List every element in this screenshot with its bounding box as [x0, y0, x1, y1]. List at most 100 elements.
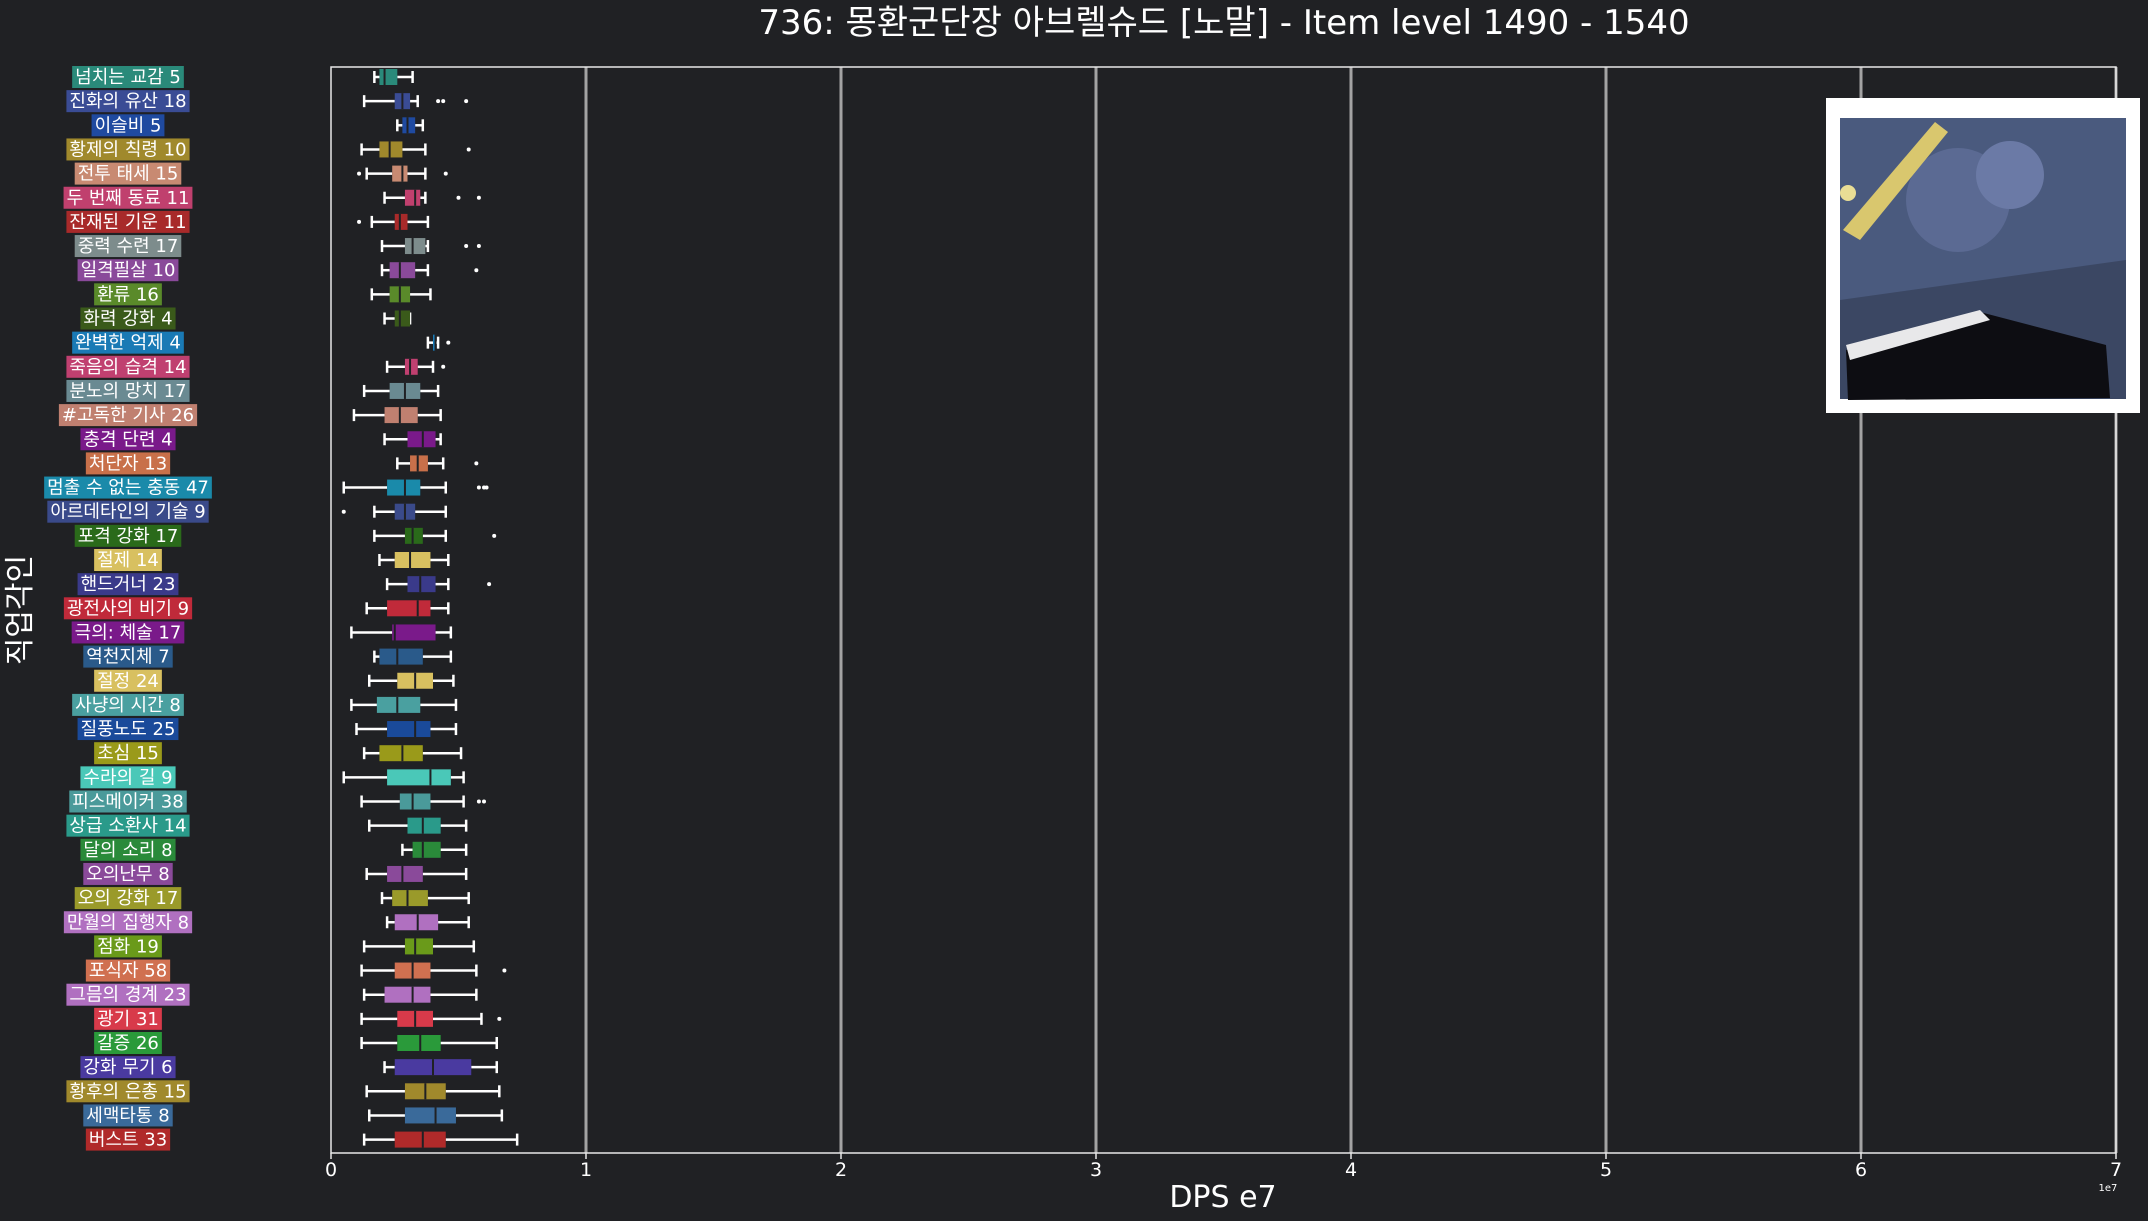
category-label-bg: [83, 862, 173, 885]
box-body: [394, 213, 408, 230]
box-body: [387, 865, 423, 882]
box-item: [360, 1035, 498, 1051]
category-label: 역천지체 7: [86, 647, 169, 668]
box-item: [383, 310, 412, 327]
category-label: 아르데타인의 기술 9: [50, 502, 205, 523]
category-label-bg: [80, 1056, 176, 1079]
category-label-bg: [94, 1007, 162, 1030]
box-body: [404, 238, 426, 255]
box-body: [399, 793, 431, 810]
category-label-bg: [80, 766, 176, 789]
box-body: [392, 890, 428, 907]
box-body: [404, 358, 418, 375]
category-label-bg: [94, 283, 162, 306]
category-label-bg: [72, 66, 184, 88]
box-body: [404, 527, 423, 544]
box-flier: [474, 268, 479, 273]
box-item: [378, 552, 450, 568]
box-flier: [464, 244, 469, 249]
box-flier: [474, 461, 479, 466]
box-item: [385, 576, 492, 593]
box-item: [362, 745, 463, 762]
box-item: [383, 1059, 498, 1076]
x-tick-labels: 0 1 2 3 4 5 6 7: [325, 1153, 2122, 1181]
box-flier: [497, 1016, 502, 1021]
category-label-bg: [66, 379, 190, 402]
box-flier: [443, 171, 448, 176]
box-body: [404, 938, 433, 955]
box-series: [341, 69, 519, 1148]
box-item: [342, 479, 489, 496]
x-tick-label: 3: [1090, 1159, 1102, 1181]
box-flier: [476, 195, 481, 200]
box-body: [387, 721, 431, 738]
category-label: 환류 16: [97, 284, 159, 305]
category-label: 포식자 58: [89, 961, 167, 982]
box-flier: [476, 485, 481, 490]
category-label-bg: [77, 259, 179, 282]
category-label: 그믐의 경계 23: [69, 985, 186, 1006]
x-tick-label: 7: [2110, 1159, 2122, 1181]
category-label: 일격필살 10: [81, 260, 176, 281]
category-label: 달의 소리 8: [83, 840, 172, 861]
x-tick-label: 1: [580, 1159, 592, 1181]
box-body: [394, 552, 431, 568]
box-body: [433, 334, 436, 351]
box-body: [394, 1131, 446, 1148]
box-body: [397, 1035, 441, 1051]
box-item: [362, 382, 440, 399]
category-label-bg: [85, 452, 171, 475]
box-item: [357, 165, 448, 182]
category-label-bg: [66, 983, 190, 1006]
box-flier: [357, 219, 362, 224]
category-label: 오의난무 8: [86, 864, 169, 885]
box-flier: [482, 799, 486, 804]
category-label: 충격 단련 4: [83, 429, 172, 450]
category-label-bg: [94, 1032, 162, 1054]
category-label-bg: [74, 235, 182, 258]
box-item: [373, 69, 414, 85]
box-body: [384, 407, 418, 424]
category-labels: 넘치는 교감 5 진화의 유산 18 이슬비 5 황제의 칙령 10 전투 태세 15 두…: [44, 66, 212, 1151]
box-flier: [502, 968, 507, 973]
box-body: [394, 914, 439, 931]
box-body: [402, 117, 416, 134]
category-label-bg: [94, 549, 162, 571]
box-item: [360, 793, 486, 810]
box-item: [352, 407, 442, 424]
category-label: 갈증 26: [97, 1033, 159, 1054]
box-item: [373, 648, 453, 665]
x-tick-label: 2: [835, 1159, 847, 1181]
category-label: 상급 소환사 14: [69, 816, 186, 837]
box-body: [407, 576, 436, 593]
box-item: [368, 1107, 504, 1124]
box-item: [368, 672, 455, 689]
category-label-bg: [74, 524, 182, 547]
category-label-bg: [63, 597, 193, 620]
category-label-bg: [72, 693, 184, 716]
y-axis-label: 직업각인: [3, 555, 38, 665]
box-body: [389, 262, 416, 279]
category-label: 오의 강화 17: [78, 888, 179, 909]
box-flier: [436, 99, 441, 104]
box-body: [379, 141, 403, 158]
category-label: 수라의 길 9: [83, 767, 172, 788]
box-body: [387, 769, 451, 786]
category-label-bg: [44, 476, 212, 499]
category-label: 사냥의 시간 8: [75, 695, 181, 716]
category-label-bg: [47, 500, 209, 523]
category-label: 핸드거너 23: [81, 574, 176, 595]
box-item: [380, 262, 479, 279]
box-body: [387, 600, 431, 617]
box-body: [394, 310, 411, 327]
category-label: 황제의 칙령 10: [69, 139, 186, 160]
category-label-bg: [66, 138, 190, 161]
box-flier: [441, 364, 446, 369]
plot-frame: [330, 66, 2117, 1154]
category-label: 점화 19: [97, 936, 159, 957]
boss-portrait: [1826, 98, 2140, 413]
box-item: [362, 1131, 519, 1148]
